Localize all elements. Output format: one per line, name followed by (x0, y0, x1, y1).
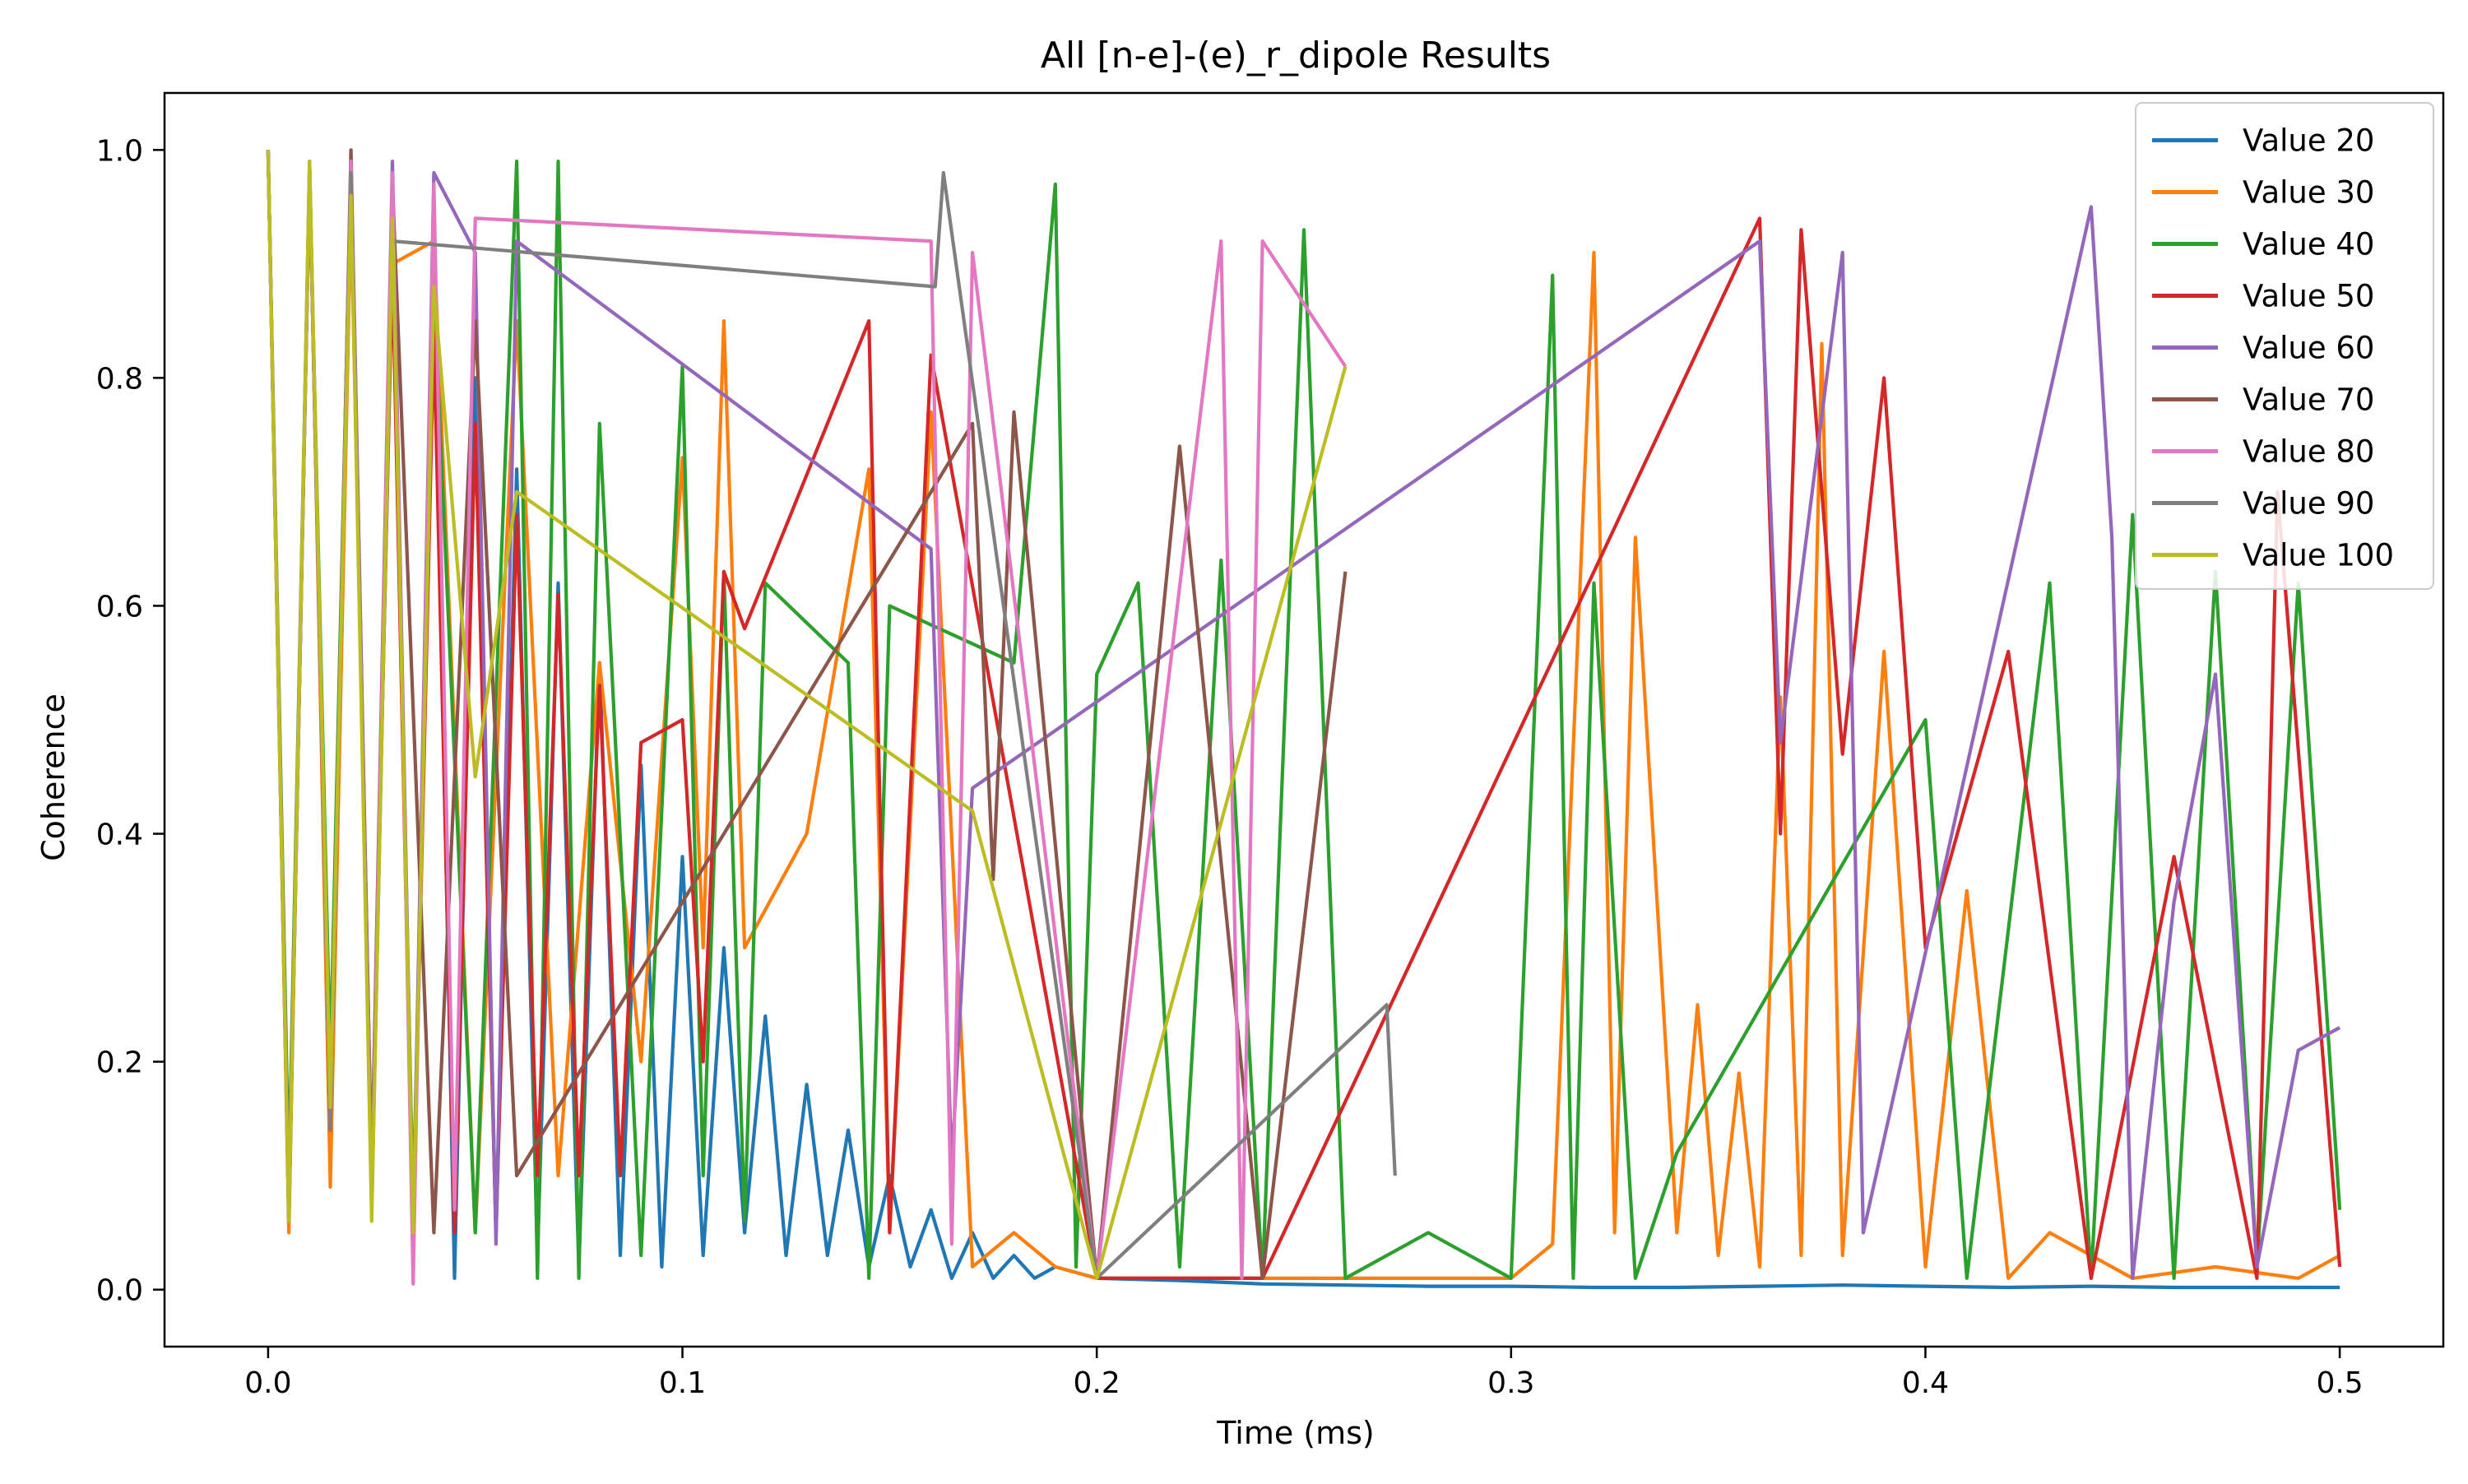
chart-title: All [n-e]-(e)_r_dipole Results (1041, 35, 1551, 77)
legend-label: Value 80 (2243, 434, 2374, 470)
axis-ticks: 0.0 0.1 0.2 0.3 0.4 0.5 0.0 0.2 0.4 0.6 0.8 1.0 (96, 134, 2364, 1400)
x-tick-label: 0.0 (244, 1366, 291, 1400)
legend-label: Value 20 (2243, 123, 2374, 159)
x-tick-label: 0.2 (1074, 1366, 1120, 1400)
legend-label: Value 50 (2243, 279, 2374, 314)
legend: Value 20 Value 30 Value 40 Value 50 Value 60… (2135, 102, 2434, 590)
y-tick-label: 0.6 (96, 590, 143, 624)
legend-label: Value 40 (2243, 227, 2374, 262)
legend-label: Value 70 (2243, 383, 2374, 418)
legend-label: Value 90 (2243, 486, 2374, 522)
y-tick-label: 0.0 (96, 1274, 143, 1308)
y-tick-label: 0.2 (96, 1046, 143, 1080)
legend-label: Value 30 (2243, 175, 2374, 211)
x-tick-label: 0.3 (1487, 1366, 1534, 1400)
x-tick-label: 0.1 (659, 1366, 706, 1400)
series-line-3 (266, 150, 2342, 1281)
y-tick-label: 0.4 (96, 819, 143, 852)
legend-box (2135, 102, 2434, 590)
y-axis-label: Coherence (35, 693, 72, 861)
series-line-1 (266, 150, 2340, 1290)
legend-label: Value 60 (2243, 331, 2374, 366)
series-lines (266, 148, 2342, 1290)
plot-area (163, 91, 2445, 1348)
y-tick-label: 0.8 (96, 362, 143, 396)
x-tick-label: 0.5 (2316, 1366, 2363, 1400)
legend-label: Value 100 (2243, 538, 2394, 573)
x-axis-label: Time (ms) (1216, 1415, 1375, 1451)
series-line-9 (266, 150, 1348, 1281)
y-tick-label: 1.0 (96, 134, 143, 168)
x-tick-label: 0.4 (1902, 1366, 1949, 1400)
axes-frame (163, 91, 2445, 1348)
